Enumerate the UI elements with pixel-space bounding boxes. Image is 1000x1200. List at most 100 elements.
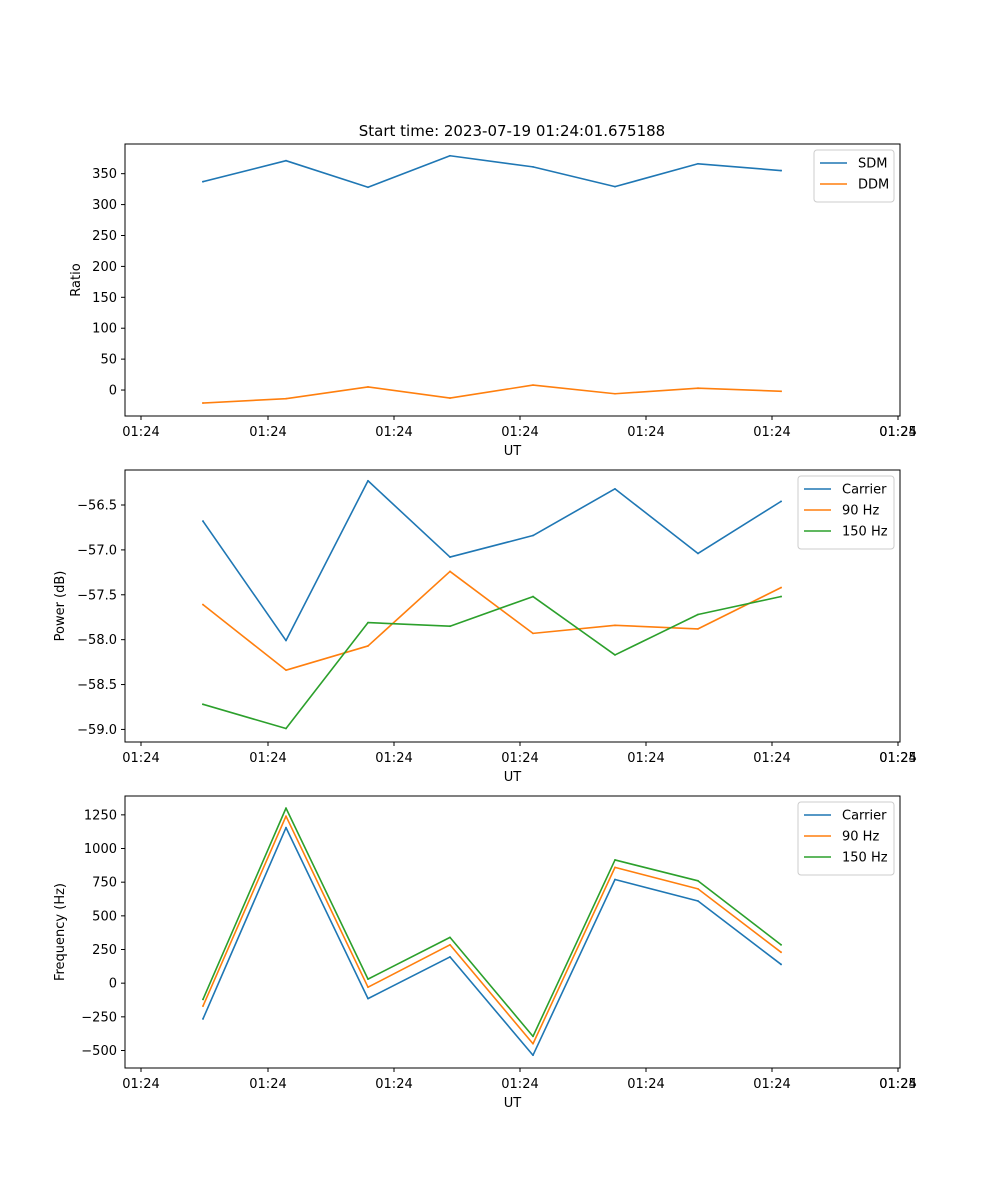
y-axis-label: Power (dB) [53, 571, 68, 642]
x-tick-label: 01:24 [122, 1077, 159, 1092]
data-point [202, 1017, 204, 1020]
data-point [285, 639, 287, 642]
data-point [780, 390, 782, 393]
data-point [697, 627, 699, 630]
x-tick-label: 01:24 [122, 425, 159, 440]
data-point [780, 963, 782, 966]
y-axis-label: Frequency (Hz) [53, 883, 68, 981]
data-point [614, 392, 616, 395]
x-tick-label: 01:24 [122, 751, 159, 766]
y-tick-label: 250 [92, 943, 117, 958]
data-point [202, 1005, 204, 1007]
y-tick-label: −250 [81, 1010, 117, 1025]
x-tick-label: 01:24 [627, 425, 664, 440]
data-point [697, 888, 699, 890]
data-point [614, 624, 616, 627]
data-point [202, 180, 204, 183]
y-tick-label: −59.0 [77, 723, 117, 738]
legend-label: 150 Hz [842, 525, 888, 540]
data-point [202, 520, 204, 523]
data-point [367, 978, 369, 981]
data-point [367, 645, 369, 647]
data-point [532, 165, 534, 168]
data-point [780, 943, 782, 946]
x-tick-label: 01:24 [753, 425, 790, 440]
legend-label: DDM [858, 178, 889, 193]
data-point [367, 621, 369, 624]
x-tick-label-last: 01:25 [879, 1077, 916, 1092]
data-point [449, 397, 451, 399]
data-point [449, 625, 451, 628]
data-point [285, 727, 287, 730]
data-point [697, 613, 699, 616]
data-point [614, 866, 616, 869]
data-point [367, 986, 369, 989]
data-point [285, 669, 287, 672]
series-line [201, 815, 783, 1045]
data-point [532, 1042, 534, 1045]
data-point [780, 595, 782, 598]
x-axis-label: UT [504, 1096, 522, 1111]
y-tick-label: 250 [92, 229, 117, 244]
series-carrier [201, 826, 783, 1057]
data-point [614, 185, 616, 188]
data-point [780, 586, 782, 589]
series-90-hz [201, 815, 783, 1045]
legend-label: 90 Hz [842, 830, 879, 845]
x-tick-label: 01:24 [627, 1077, 664, 1092]
data-point [449, 956, 451, 958]
y-tick-label: 1250 [84, 808, 117, 823]
x-tick-label: 01:24 [879, 425, 916, 440]
legend: Carrier 90 Hz 150 Hz [797, 801, 895, 876]
x-tick-label: 01:24 [375, 751, 412, 766]
data-point [697, 552, 699, 555]
figure-title: Start time: 2023-07-19 01:24:01.675188 [359, 122, 665, 140]
data-point [614, 654, 616, 656]
legend-label: Carrier [842, 483, 887, 498]
series-line [201, 479, 783, 642]
legend: SDM DDM [813, 149, 895, 203]
data-point [614, 487, 616, 490]
data-point [532, 384, 534, 386]
y-tick-label: −58.0 [77, 633, 117, 648]
y-tick-label: 350 [92, 167, 117, 182]
x-tick-label: 01:24 [249, 425, 286, 440]
data-point [285, 397, 287, 400]
x-tick-label-last: 01:25 [879, 425, 916, 440]
data-point [202, 703, 204, 706]
data-point [449, 943, 451, 946]
y-tick-label: 0 [109, 977, 117, 992]
x-tick-label: 01:24 [627, 751, 664, 766]
series-150-hz [202, 595, 782, 730]
data-point [697, 162, 699, 165]
x-tick-label: 01:24 [501, 1077, 538, 1092]
y-tick-label: 150 [92, 291, 117, 306]
chart-panel-2: 01:24 01:24 01:24 01:24 01:24 01:24 01:2401:25… [53, 469, 917, 785]
chart-panel-1: 01:24 01:24 01:24 01:24 01:24 01:24 01:2401:25… [69, 143, 917, 459]
x-tick-label-last: 01:25 [879, 751, 916, 766]
data-point [202, 402, 204, 404]
data-point [780, 500, 782, 503]
x-tick-label: 01:24 [375, 425, 412, 440]
x-axis-label: UT [504, 770, 522, 785]
data-point [697, 900, 699, 902]
legend-label: 150 Hz [842, 851, 888, 866]
data-point [532, 1035, 534, 1038]
x-tick-label: 01:24 [501, 425, 538, 440]
data-point [697, 879, 699, 882]
data-point [367, 479, 369, 482]
data-point [532, 632, 534, 635]
y-axis-label: Ratio [69, 263, 84, 296]
y-tick-label: 750 [92, 876, 117, 891]
data-point [285, 807, 287, 810]
data-point [449, 556, 451, 558]
legend: Carrier 90 Hz 150 Hz [797, 475, 895, 550]
data-point [532, 534, 534, 537]
x-axis-label: UT [504, 444, 522, 459]
y-tick-label: −58.5 [77, 678, 117, 693]
data-point [202, 603, 204, 606]
series-line [201, 826, 783, 1057]
chart-panel-3: 01:24 01:24 01:24 01:24 01:24 01:24 01:2401:25… [53, 795, 917, 1111]
data-point [285, 815, 287, 818]
